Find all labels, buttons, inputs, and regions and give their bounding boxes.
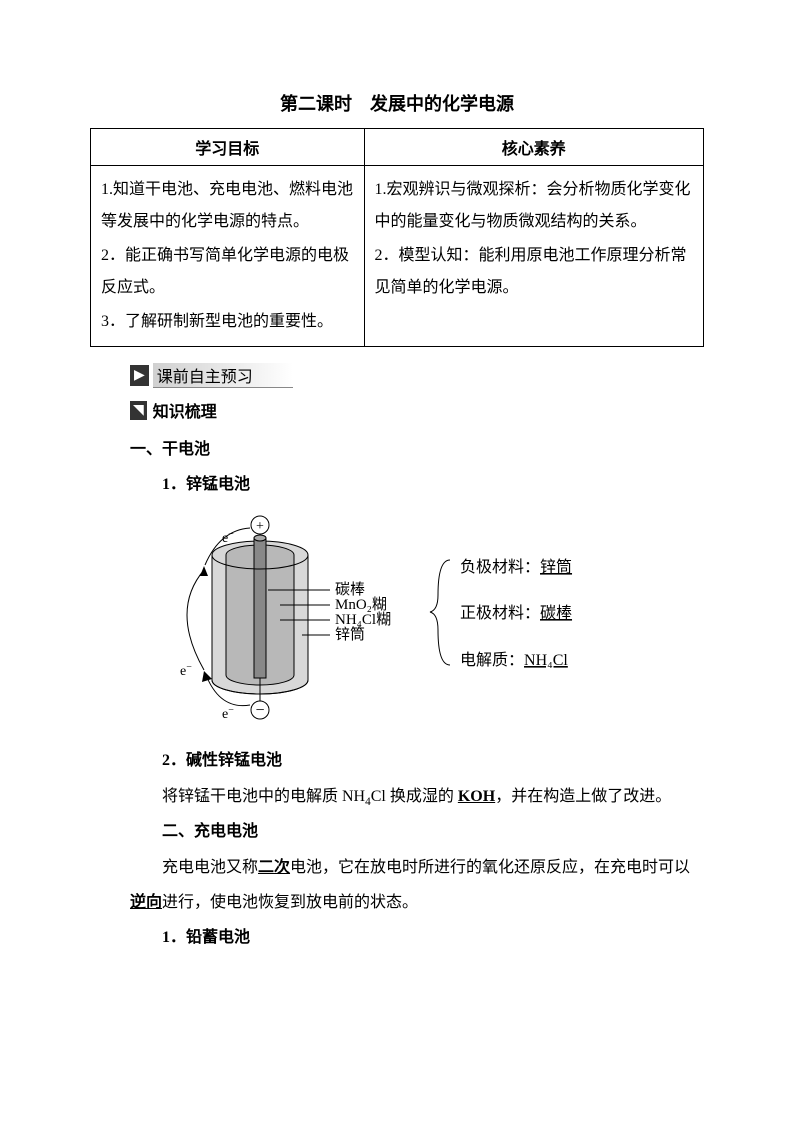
diagram-label-nh4cl: NH₄Cl糊: [335, 611, 391, 628]
triangle-icon: ▶: [130, 365, 149, 386]
left-item-1: 1.知道干电池、充电电池、燃料电池等发展中的化学电源的特点。: [101, 174, 354, 238]
anode-material-row: 负极材料：锌筒: [460, 558, 572, 576]
electrolyte-row: 电解质：NH₄Cl: [460, 651, 568, 669]
heading-dry-battery: 一、干电池: [130, 432, 704, 467]
battery-body-icon: [212, 535, 308, 694]
heading-alkaline: 2．碱性锌锰电池: [130, 743, 704, 778]
para-alkaline: 将锌锰干电池中的电解质 NH4Cl 换成湿的 KOH，并在构造上做了改进。: [130, 779, 704, 815]
right-item-2: 2．模型认知：能利用原电池工作原理分析常见简单的化学电源。: [375, 240, 693, 304]
page-title: 第二课时 发展中的化学电源: [90, 90, 704, 116]
diagram-label-mno2: MnO₂糊: [335, 596, 387, 613]
td-left: 1.知道干电池、充电电池、燃料电池等发展中的化学电源的特点。 2．能正确书写简单…: [91, 166, 365, 347]
minus-label: −: [255, 702, 264, 719]
heading-zinc-manganese: 1．锌锰电池: [130, 467, 704, 502]
para-rechargeable: 充电电池又称二次电池，它在放电时所进行的氧化还原反应，在充电时可以逆向进行，使电…: [130, 850, 704, 920]
section-tag-label: 课前自主预习: [153, 363, 293, 388]
th-left: 学习目标: [91, 129, 365, 166]
battery-diagram: + − e− e− e− 碳棒 MnO₂糊 NH₄Cl糊 锌筒 负极材料：锌筒 …: [150, 510, 704, 735]
left-item-2: 2．能正确书写简单化学电源的电极反应式。: [101, 240, 354, 304]
brace-icon: [430, 560, 450, 665]
left-item-3: 3．了解研制新型电池的重要性。: [101, 306, 354, 338]
subsection-tag-label: 知识梳理: [153, 398, 217, 422]
electron-label-3: e−: [222, 705, 234, 722]
cathode-material-row: 正极材料：碳棒: [460, 604, 572, 622]
electron-label-2: e−: [180, 662, 192, 679]
section-tag-preview: ▶ 课前自主预习: [130, 363, 704, 388]
diagram-label-zinc-can: 锌筒: [335, 626, 365, 643]
heading-rechargeable: 二、充电电池: [130, 814, 704, 849]
objectives-table: 学习目标 核心素养 1.知道干电池、充电电池、燃料电池等发展中的化学电源的特点。…: [90, 128, 704, 347]
diagonal-icon: ◥: [130, 401, 147, 420]
diagram-label-carbon-rod: 碳棒: [335, 581, 365, 598]
plus-label: +: [256, 519, 264, 534]
heading-lead-acid: 1．铅蓄电池: [130, 920, 704, 955]
subsection-tag-knowledge: ◥ 知识梳理: [130, 398, 704, 422]
td-right: 1.宏观辨识与微观探析：会分析物质化学变化中的能量变化与物质微观结构的关系。 2…: [364, 166, 703, 347]
th-right: 核心素养: [364, 129, 703, 166]
electron-arc-left: [187, 570, 204, 670]
right-item-1: 1.宏观辨识与微观探析：会分析物质化学变化中的能量变化与物质微观结构的关系。: [375, 174, 693, 238]
